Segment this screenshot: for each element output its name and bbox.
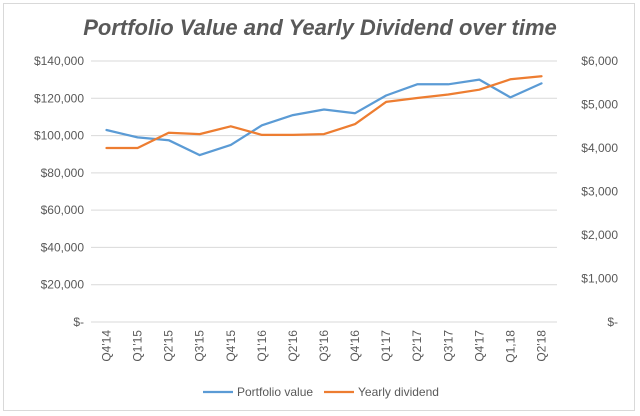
right-tick-label: $5,000 [581, 98, 618, 112]
x-tick-label: Q1,18 [503, 330, 517, 363]
right-axis-ticks: $- $1,000 $2,000 $3,000 $4,000 $5,000 $6,000 [581, 54, 618, 329]
right-tick-label: $2,000 [581, 228, 618, 242]
left-axis-ticks: $- $20,000 $40,000 $60,000 $80,000 $100,000 $1… [34, 54, 84, 329]
x-tick-label: Q1'16 [255, 330, 269, 362]
gridlines [91, 60, 557, 323]
x-tick-label: Q1'17 [379, 330, 393, 362]
x-tick-label: Q4'16 [348, 330, 362, 362]
series-line-yearly-dividend [105, 75, 543, 150]
x-tick-label: Q2'18 [534, 330, 548, 362]
x-tick-label: Q2'17 [410, 330, 424, 362]
x-tick-label: Q3'17 [441, 330, 455, 362]
x-tick-label: Q4'14 [100, 330, 114, 362]
left-tick-label: $140,000 [34, 54, 84, 68]
series-lines [105, 75, 543, 157]
right-tick-label: $3,000 [581, 185, 618, 199]
left-tick-label: $120,000 [34, 91, 84, 105]
right-tick-label: $- [607, 315, 618, 329]
chart-frame [3, 3, 635, 411]
x-tick-label: Q3'16 [317, 330, 331, 362]
x-tick-label: Q1'15 [131, 330, 145, 362]
left-tick-label: $40,000 [41, 240, 85, 254]
right-tick-label: $1,000 [581, 272, 618, 286]
left-tick-label: $- [73, 315, 84, 329]
left-tick-label: $60,000 [41, 203, 85, 217]
legend: Portfolio value Yearly dividend [203, 385, 439, 399]
left-tick-label: $80,000 [41, 166, 85, 180]
x-tick-label: Q4'15 [224, 330, 238, 362]
chart-title: Portfolio Value and Yearly Dividend over… [83, 15, 557, 40]
right-tick-label: $4,000 [581, 141, 618, 155]
x-tick-label: Q2'15 [162, 330, 176, 362]
x-tick-label: Q2'16 [286, 330, 300, 362]
left-tick-label: $100,000 [34, 129, 84, 143]
right-tick-label: $6,000 [581, 54, 618, 68]
series-line-portfolio-value [105, 78, 543, 157]
x-tick-label: Q3'15 [193, 330, 207, 362]
legend-label: Portfolio value [237, 385, 313, 399]
legend-label: Yearly dividend [358, 385, 439, 399]
left-tick-label: $20,000 [41, 278, 85, 292]
x-tick-label: Q4'17 [472, 330, 486, 362]
x-axis-ticks: Q4'14 Q1'15 Q2'15 Q3'15 Q4'15 Q1'16 Q2'16 Q3'16… [100, 330, 549, 363]
